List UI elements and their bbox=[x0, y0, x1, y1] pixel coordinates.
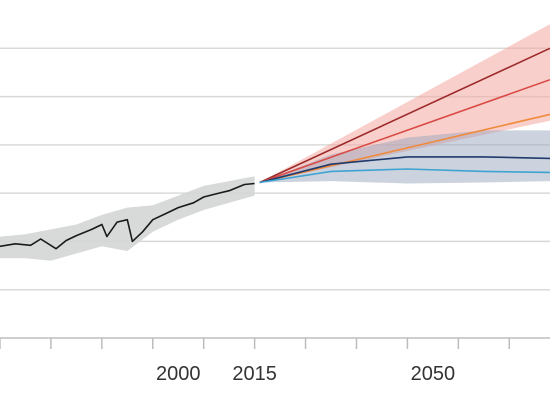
x-tick-label-2: 2050 bbox=[411, 363, 456, 385]
projection-line-3 bbox=[259, 156, 550, 184]
x-tick-label-0: 2000 bbox=[156, 363, 201, 385]
projection-line-0 bbox=[259, 47, 550, 184]
uncertainty-bands bbox=[0, 24, 550, 261]
x-axis: 2000 2015 2050 bbox=[0, 337, 550, 385]
projection-band-0 bbox=[259, 24, 550, 183]
projection-line-1 bbox=[259, 78, 550, 184]
x-tick-label-1: 2015 bbox=[232, 363, 277, 385]
series-lines bbox=[0, 47, 550, 250]
projection-line-4 bbox=[259, 168, 550, 184]
historical-band bbox=[0, 176, 255, 261]
historical-line bbox=[0, 182, 255, 250]
projection-line-2 bbox=[259, 113, 550, 184]
